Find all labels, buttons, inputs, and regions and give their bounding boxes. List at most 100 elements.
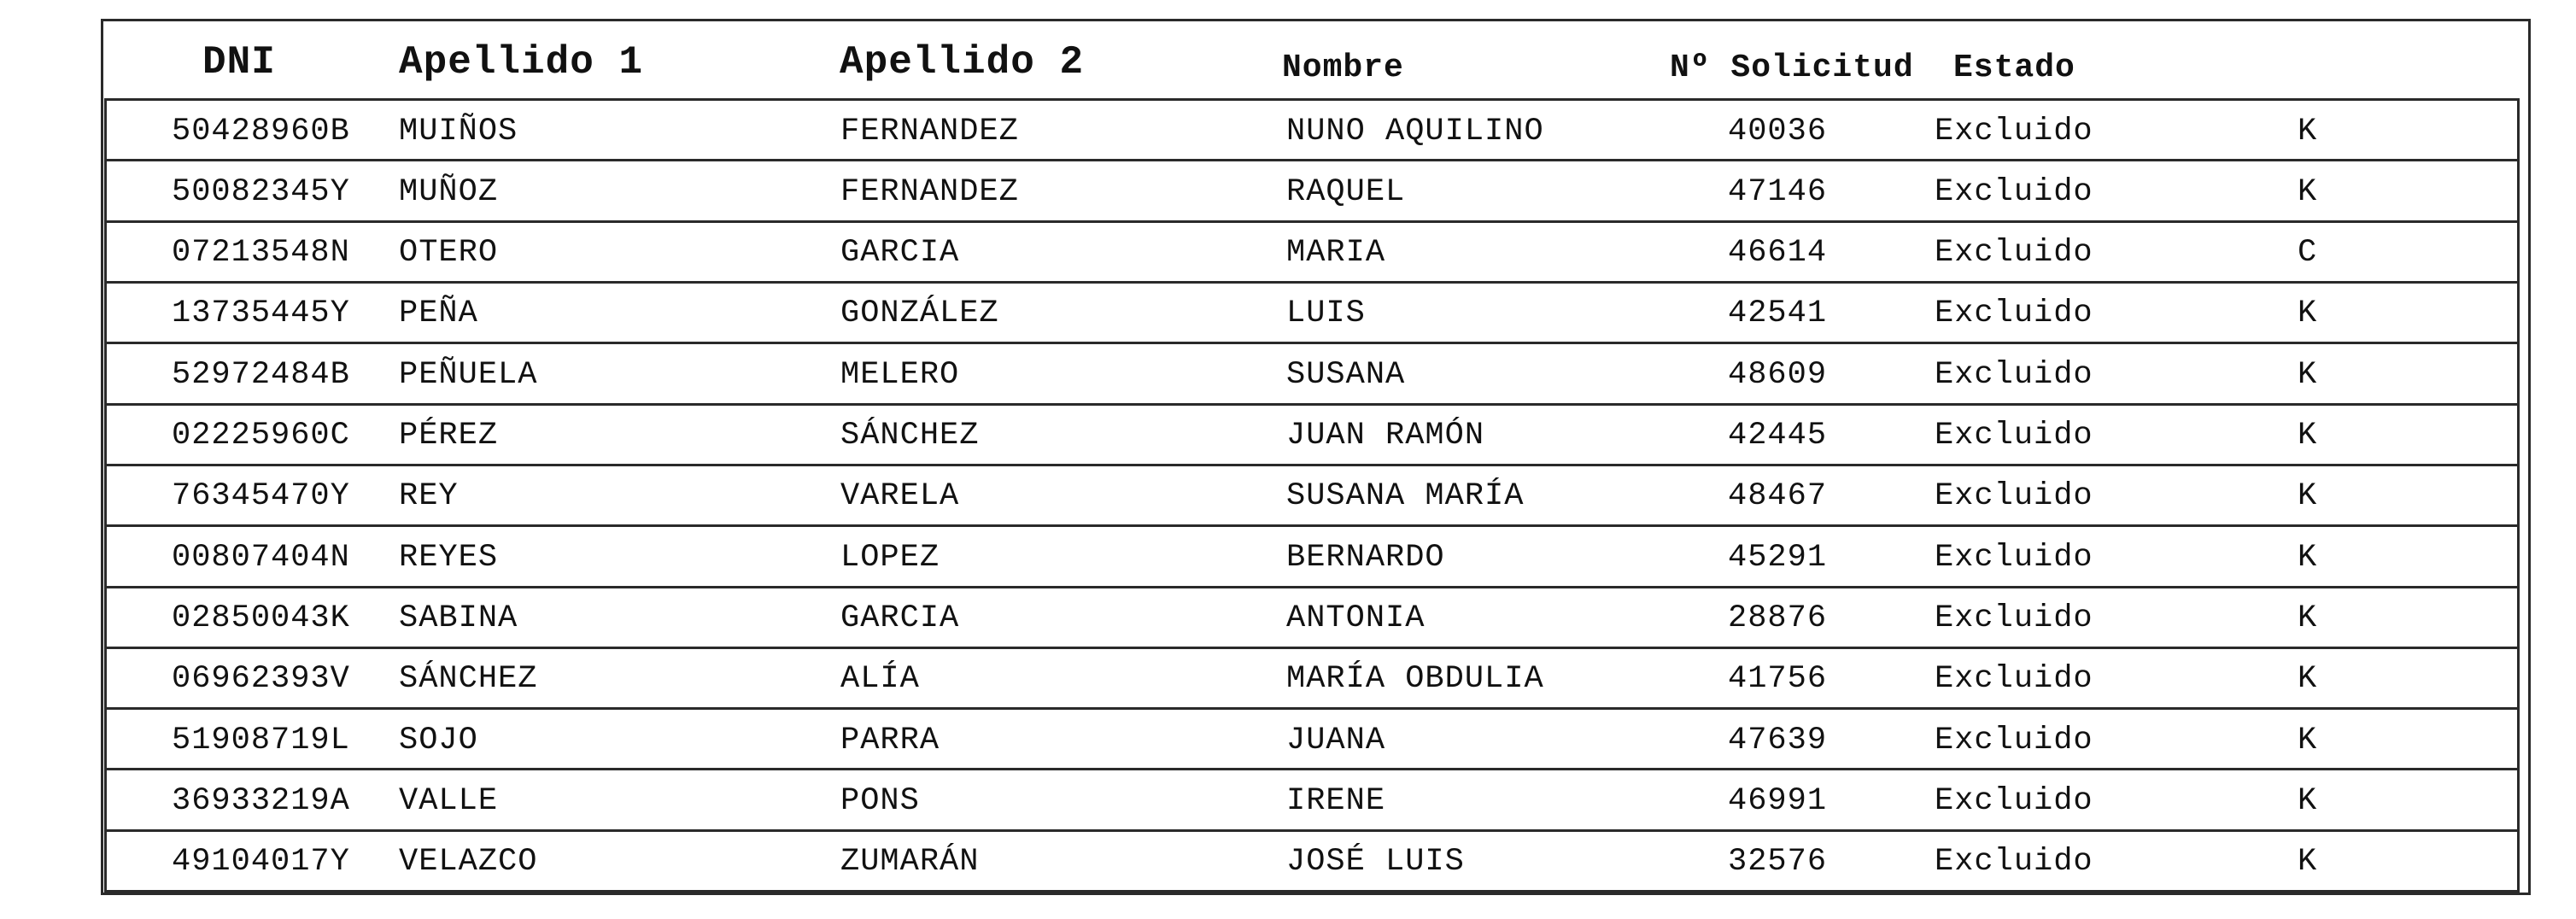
column-header-solicitud: Nº Solicitud [1670,50,1914,86]
dni-cell: 50082345Y [172,173,350,210]
apellido1-cell: REY [399,478,459,515]
letra-cell: K [2298,173,2318,210]
table-row: 52972484B PEÑUELA MELERO SUSANA 48609 Ex… [107,344,2517,406]
table-row: 13735445Y PEÑA GONZÁLEZ LUIS 42541 Exclu… [107,284,2517,345]
table-row: 76345470Y REY VARELA SUSANA MARÍA 48467 … [107,466,2517,528]
apellido1-cell: MUÑOZ [399,173,499,210]
apellido1-cell: PÉREZ [399,418,499,454]
table-row: 06962393V SÁNCHEZ ALÍA MARÍA OBDULIA 417… [107,649,2517,711]
apellido1-cell: VELAZCO [399,844,538,881]
apellido2-cell: SÁNCHEZ [840,418,980,454]
column-header-nombre: Nombre [1282,50,1404,86]
table-row: 50428960B MUIÑOS FERNANDEZ NUNO AQUILINO… [107,101,2517,162]
apellido2-cell: MELERO [840,356,960,393]
dni-cell: 07213548N [172,235,350,272]
table-row: 02225960C PÉREZ SÁNCHEZ JUAN RAMÓN 42445… [107,406,2517,466]
letra-cell: K [2298,722,2318,758]
apellido1-cell: MUIÑOS [399,113,518,149]
apellido1-cell: SÁNCHEZ [399,661,538,698]
letra-cell: K [2298,356,2318,393]
dni-cell: 50428960B [172,113,350,149]
table-header-row: DNI Apellido 1 Apellido 2 Nombre Nº Soli… [103,21,2528,98]
solicitud-cell: 46991 [1728,782,1828,819]
apellido2-cell: FERNANDEZ [840,173,1019,210]
apellido2-cell: GARCIA [840,600,960,637]
estado-cell: Excluido [1935,296,2093,332]
letra-cell: K [2298,113,2318,149]
letra-cell: K [2298,296,2318,332]
estado-cell: Excluido [1935,782,2093,819]
apellido1-cell: VALLE [399,782,499,819]
solicitud-cell: 45291 [1728,539,1828,576]
apellido2-cell: VARELA [840,478,960,515]
dni-cell: 51908719L [172,722,350,758]
apellido2-cell: GONZÁLEZ [840,296,999,332]
letra-cell: K [2298,661,2318,698]
estado-cell: Excluido [1935,418,2093,454]
solicitud-cell: 48467 [1728,478,1828,515]
table-row: 00807404N REYES LOPEZ BERNARDO 45291 Exc… [107,527,2517,588]
solicitud-cell: 46614 [1728,235,1828,272]
nombre-cell: JUAN RAMÓN [1286,418,1485,454]
estado-cell: Excluido [1935,844,2093,881]
apellido2-cell: ZUMARÁN [840,844,980,881]
column-header-apellido1: Apellido 1 [399,40,644,85]
estado-cell: Excluido [1935,661,2093,698]
letra-cell: K [2298,418,2318,454]
dni-cell: 02225960C [172,418,350,454]
column-header-estado: Estado [1953,50,2075,86]
estado-cell: Excluido [1935,539,2093,576]
solicitud-cell: 47639 [1728,722,1828,758]
apellido1-cell: PEÑA [399,296,478,332]
table-row: 36933219A VALLE PONS IRENE 46991 Excluid… [107,770,2517,832]
table-row: 49104017Y VELAZCO ZUMARÁN JOSÉ LUIS 3257… [107,832,2517,890]
nombre-cell: JOSÉ LUIS [1286,844,1465,881]
letra-cell: C [2298,235,2318,272]
nombre-cell: MARÍA OBDULIA [1286,661,1544,698]
apellido2-cell: PARRA [840,722,940,758]
estado-cell: Excluido [1935,113,2093,149]
apellido1-cell: SABINA [399,600,518,637]
estado-cell: Excluido [1935,600,2093,637]
dni-cell: 00807404N [172,539,350,576]
nombre-cell: NUNO AQUILINO [1286,113,1544,149]
solicitud-cell: 41756 [1728,661,1828,698]
solicitud-cell: 48609 [1728,356,1828,393]
nombre-cell: LUIS [1286,296,1366,332]
dni-cell: 06962393V [172,661,350,698]
apellido1-cell: REYES [399,539,499,576]
solicitud-cell: 32576 [1728,844,1828,881]
nombre-cell: BERNARDO [1286,539,1445,576]
column-header-apellido2: Apellido 2 [840,40,1085,85]
letra-cell: K [2298,600,2318,637]
apellido1-cell: PEÑUELA [399,356,538,393]
solicitud-cell: 28876 [1728,600,1828,637]
apellido1-cell: SOJO [399,722,478,758]
solicitud-cell: 42445 [1728,418,1828,454]
nombre-cell: JUANA [1286,722,1386,758]
nombre-cell: ANTONIA [1286,600,1426,637]
apellido2-cell: ALÍA [840,661,920,698]
apellido2-cell: FERNANDEZ [840,113,1019,149]
letra-cell: K [2298,782,2318,819]
solicitud-cell: 47146 [1728,173,1828,210]
dni-cell: 02850043K [172,600,350,637]
table-row: 02850043K SABINA GARCIA ANTONIA 28876 Ex… [107,588,2517,649]
table-row: 07213548N OTERO GARCIA MARIA 46614 Exclu… [107,223,2517,284]
estado-cell: Excluido [1935,235,2093,272]
estado-cell: Excluido [1935,173,2093,210]
nombre-cell: RAQUEL [1286,173,1406,210]
dni-cell: 52972484B [172,356,350,393]
letra-cell: K [2298,539,2318,576]
dni-cell: 49104017Y [172,844,350,881]
letra-cell: K [2298,844,2318,881]
apellido2-cell: LOPEZ [840,539,940,576]
estado-cell: Excluido [1935,356,2093,393]
nombre-cell: SUSANA [1286,356,1406,393]
table-row: 50082345Y MUÑOZ FERNANDEZ RAQUEL 47146 E… [107,161,2517,223]
solicitud-cell: 40036 [1728,113,1828,149]
dni-cell: 36933219A [172,782,350,819]
apellido2-cell: PONS [840,782,920,819]
apellido1-cell: OTERO [399,235,499,272]
table-body: 50428960B MUIÑOS FERNANDEZ NUNO AQUILINO… [104,98,2520,893]
